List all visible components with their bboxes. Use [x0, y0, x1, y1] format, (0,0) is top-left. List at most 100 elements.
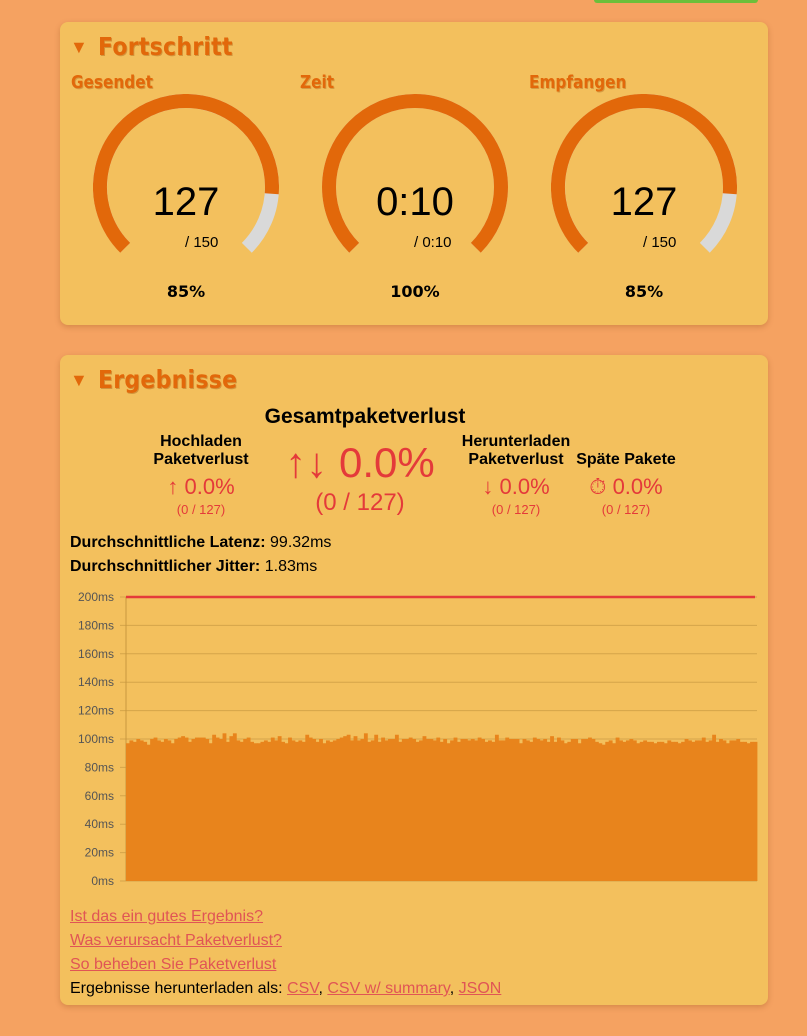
average-jitter-label: Durchschnittlicher Jitter:: [70, 558, 261, 575]
latency-bar: [574, 739, 579, 881]
gauge-sent-percent: 85%: [166, 282, 206, 301]
download-loss-title: Herunterladen Paketverlust: [456, 433, 576, 469]
latency-bar: [219, 739, 223, 881]
latency-bar: [363, 733, 368, 881]
latency-bar: [391, 739, 396, 881]
latency-bar: [353, 736, 358, 881]
latency-bar: [139, 740, 144, 881]
latency-bar: [329, 741, 334, 881]
latency-bar: [401, 739, 406, 881]
latency-bar: [188, 741, 192, 881]
late-packets-count: (0 / 127): [601, 502, 651, 517]
latency-bar: [425, 739, 430, 881]
latency-bar: [639, 741, 644, 881]
latency-bar: [263, 740, 268, 881]
latency-bar: [191, 739, 196, 881]
up-arrow-icon: ↑: [167, 474, 179, 499]
latency-bar: [491, 741, 496, 881]
latency-bar: [684, 739, 689, 881]
latency-bar: [636, 743, 641, 881]
latency-bar: [688, 740, 692, 881]
latency-bar: [443, 739, 448, 881]
latency-bar: [481, 739, 485, 881]
latency-bar: [601, 744, 606, 881]
latency-bar: [367, 741, 372, 881]
latency-bar: [146, 744, 151, 881]
latency-bar: [270, 737, 275, 881]
latency-bar: [370, 740, 375, 881]
latency-bar: [563, 743, 568, 881]
results-panel: ▼ Ergebnisse Gesamtpaketverlust ↑↓ 0.0% …: [60, 355, 768, 1005]
gauge-fill: [93, 94, 279, 253]
collapse-triangle-icon[interactable]: ▼: [70, 370, 88, 390]
latency-bar: [519, 743, 523, 881]
gauge-sent: Gesendet 127 / 150 85%: [71, 72, 281, 312]
progress-header[interactable]: ▼ Fortschritt: [70, 32, 251, 61]
latency-bar: [205, 739, 210, 881]
gauge-time-percent: 100%: [390, 282, 440, 301]
latency-bar: [281, 741, 286, 881]
fix-link[interactable]: So beheben Sie Paketverlust: [70, 956, 277, 973]
causes-link[interactable]: Was verursacht Paketverlust?: [70, 932, 282, 949]
average-latency-label: Durchschnittliche Latenz:: [70, 534, 266, 551]
latency-bar: [594, 741, 599, 881]
latency-bar: [598, 743, 603, 881]
latency-bar: [725, 743, 730, 881]
latency-chart: 0ms 20ms 40ms 60ms 80ms 100ms 120ms 140ms 160ms 1…: [78, 590, 758, 888]
y-tick-label: 160ms: [78, 647, 114, 661]
latency-bar: [394, 734, 399, 881]
latency-bar: [522, 739, 527, 881]
latency-bar: [229, 736, 234, 881]
latency-bar: [301, 741, 306, 881]
latency-bar: [584, 739, 589, 881]
download-csv-summary-link[interactable]: CSV w/ summary: [327, 980, 450, 997]
gauge-fill: [551, 94, 737, 253]
y-tick-label: 120ms: [78, 704, 114, 718]
gauge-time-ring: [322, 94, 508, 253]
latency-bar: [346, 734, 351, 881]
latency-bar: [612, 743, 617, 881]
latency-bar: [129, 740, 134, 881]
latency-bar: [284, 743, 289, 881]
latency-bar: [153, 737, 158, 881]
latency-bar: [457, 741, 461, 881]
good-result-link[interactable]: Ist das ein gutes Ergebnis?: [70, 908, 264, 925]
upload-loss-title-line1: Hochladen: [160, 433, 242, 450]
latency-bar: [343, 736, 348, 881]
gauge-received-percent: 85%: [624, 282, 664, 301]
results-title: Ergebnisse: [97, 365, 238, 394]
download-json-link[interactable]: JSON: [458, 980, 502, 997]
latency-bar: [232, 733, 237, 881]
latency-bar: [698, 740, 703, 881]
latency-bar: [625, 740, 630, 881]
results-header[interactable]: ▼ Ergebnisse: [70, 365, 256, 394]
latency-bar: [567, 741, 572, 881]
late-packets-value: ⏱ 0.0%: [568, 474, 684, 500]
latency-bar: [729, 740, 734, 881]
collapse-triangle-icon[interactable]: ▼: [70, 37, 88, 57]
latency-bar: [660, 741, 665, 881]
latency-bar: [646, 741, 651, 881]
upload-loss-count: (0 / 127): [176, 502, 226, 517]
latency-bar: [239, 741, 244, 881]
latency-bar: [332, 740, 337, 881]
latency-bar: [719, 739, 723, 881]
latency-bar: [557, 737, 561, 881]
latency-bar: [260, 741, 265, 881]
latency-bar: [653, 743, 658, 881]
download-results: Ergebnisse herunterladen als: CSV, CSV w…: [70, 980, 502, 997]
latency-bar: [746, 743, 751, 881]
download-csv-link[interactable]: CSV: [287, 980, 319, 997]
latency-bar: [739, 741, 744, 881]
latency-bar: [325, 740, 330, 881]
latency-bar: [622, 741, 627, 881]
latency-bar: [667, 740, 672, 881]
latency-bar: [701, 737, 706, 881]
latency-bar: [222, 733, 227, 881]
latency-bar: [670, 741, 675, 881]
latency-bar: [588, 737, 592, 881]
gauge-sent-value: 127: [152, 180, 220, 224]
gauge-time: Zeit 0:10 / 0:10 100%: [300, 72, 510, 312]
latency-bar: [160, 741, 165, 881]
latency-bar: [305, 734, 310, 881]
